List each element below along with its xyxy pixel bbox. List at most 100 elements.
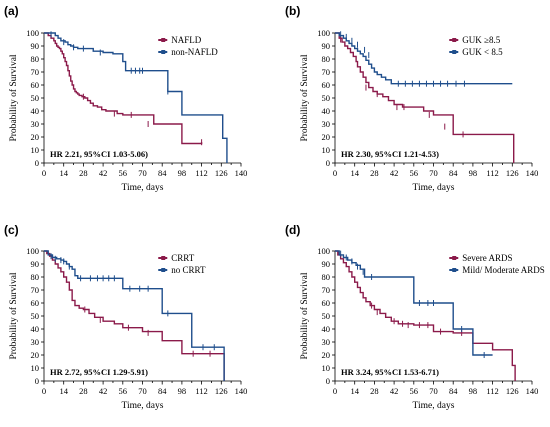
x-tick-label: 84 (449, 168, 458, 178)
legend-label: non-NAFLD (171, 47, 218, 57)
hazard-ratio-annotation: HR 2.30, 95%CI 1.21-4.53) (341, 149, 439, 159)
y-tick-label: 100 (317, 246, 330, 256)
y-tick-label: 80 (31, 272, 40, 282)
x-tick-label: 56 (119, 386, 128, 396)
y-tick-label: 20 (31, 350, 40, 360)
x-tick-label: 42 (390, 168, 399, 178)
chart-panel-4: (d) 0 10 20 30 40 50 60 70 80 90 100 0 14 28 42 56 70 84 98… (285, 223, 545, 411)
y-tick-label: 60 (31, 80, 40, 90)
x-axis-title: Time, days (413, 183, 455, 193)
x-tick-label: 98 (469, 168, 478, 178)
x-tick-label: 98 (178, 386, 187, 396)
y-tick-label: 90 (322, 41, 331, 51)
hazard-ratio-annotation: HR 2.72, 95%CI 1.29-5.91) (50, 367, 148, 377)
y-tick-label: 30 (322, 337, 331, 347)
y-tick-label: 10 (31, 363, 40, 373)
y-axis-title: Probability of Survival (8, 272, 19, 359)
y-tick-label: 0 (35, 158, 39, 168)
y-tick-label: 50 (31, 93, 40, 103)
x-tick-label: 140 (235, 386, 248, 396)
y-tick-label: 60 (322, 298, 331, 308)
y-tick-label: 90 (322, 259, 331, 269)
survival-curve-group-a (335, 250, 516, 381)
x-tick-label: 0 (42, 168, 46, 178)
x-tick-label: 14 (59, 386, 68, 396)
y-tick-label: 50 (31, 311, 40, 321)
y-axis-title: Probability of Survival (8, 54, 19, 141)
x-tick-label: 28 (370, 386, 379, 396)
x-tick-label: 112 (195, 386, 207, 396)
legend-marker (161, 256, 166, 260)
y-tick-label: 70 (31, 285, 40, 295)
y-tick-label: 50 (322, 93, 331, 103)
survival-curve-group-b (44, 32, 228, 163)
y-tick-label: 60 (31, 298, 40, 308)
x-tick-label: 84 (158, 168, 167, 178)
x-tick-label: 126 (215, 386, 228, 396)
y-tick-label: 50 (322, 311, 331, 321)
legend-label: no CRRT (171, 265, 206, 275)
x-tick-label: 0 (333, 386, 337, 396)
chart-panel-3: (c) 0 10 20 30 40 50 60 70 80 90 100 0 14 28 42 56 70 84 98… (4, 223, 247, 411)
y-tick-label: 90 (31, 41, 40, 51)
x-tick-label: 126 (506, 386, 519, 396)
x-tick-label: 0 (42, 386, 46, 396)
x-tick-label: 42 (390, 386, 399, 396)
y-axis-title: Probability of Survival (299, 272, 310, 359)
x-tick-label: 56 (410, 168, 419, 178)
x-tick-label: 0 (333, 168, 337, 178)
panel-label: (c) (4, 223, 19, 237)
y-tick-label: 40 (31, 324, 40, 334)
y-tick-label: 30 (322, 119, 331, 129)
legend-marker (452, 38, 457, 42)
x-tick-label: 84 (449, 386, 458, 396)
legend-label: GUK < 8.5 (462, 47, 503, 57)
legend-marker (161, 38, 166, 42)
chart-panel-2: (b) 0 10 20 30 40 50 60 70 80 90 100 0 14 28 42 56 70 84 98… (285, 4, 538, 193)
x-tick-label: 112 (195, 168, 207, 178)
x-axis-title: Time, days (122, 183, 164, 193)
x-tick-label: 98 (178, 168, 187, 178)
x-tick-label: 28 (79, 386, 88, 396)
x-tick-label: 42 (99, 386, 108, 396)
legend-label: CRRT (171, 253, 194, 263)
y-tick-label: 70 (322, 67, 331, 77)
legend-marker (452, 256, 457, 260)
chart-panel-1: (a) 0 10 20 30 40 50 60 70 80 90 100 0 14 28 42 56 70 84 98… (4, 4, 247, 193)
panel-label: (d) (285, 223, 300, 237)
y-tick-label: 40 (322, 324, 331, 334)
y-tick-label: 0 (326, 376, 330, 386)
y-tick-label: 10 (322, 145, 331, 155)
x-tick-label: 98 (469, 386, 478, 396)
legend-label: Severe ARDS (462, 253, 512, 263)
x-tick-label: 126 (506, 168, 519, 178)
y-tick-label: 70 (322, 285, 331, 295)
y-tick-label: 30 (31, 337, 40, 347)
survival-curve-group-a (335, 32, 515, 163)
x-tick-label: 140 (526, 168, 539, 178)
x-tick-label: 70 (429, 168, 438, 178)
survival-curve-group-a (44, 250, 225, 381)
y-tick-label: 0 (326, 158, 330, 168)
x-tick-label: 126 (215, 168, 228, 178)
x-tick-label: 56 (119, 168, 128, 178)
y-tick-label: 90 (31, 259, 40, 269)
legend-marker (161, 50, 166, 54)
x-tick-label: 28 (79, 168, 88, 178)
hazard-ratio-annotation: HR 3.24, 95%CI 1.53-6.71) (341, 367, 439, 377)
x-tick-label: 14 (59, 168, 68, 178)
panel-label: (b) (285, 4, 300, 18)
y-tick-label: 80 (31, 54, 40, 64)
y-tick-label: 20 (31, 132, 40, 142)
legend-label: NAFLD (171, 35, 202, 45)
x-tick-label: 140 (526, 386, 539, 396)
legend-marker (452, 268, 457, 272)
x-tick-label: 28 (370, 168, 379, 178)
x-tick-label: 70 (138, 386, 147, 396)
y-tick-label: 40 (31, 106, 40, 116)
x-tick-label: 112 (486, 168, 498, 178)
legend-marker (452, 50, 457, 54)
legend-label: Mild/ Moderate ARDS (462, 265, 545, 275)
survival-curve-group-b (335, 32, 513, 85)
y-tick-label: 0 (35, 376, 39, 386)
